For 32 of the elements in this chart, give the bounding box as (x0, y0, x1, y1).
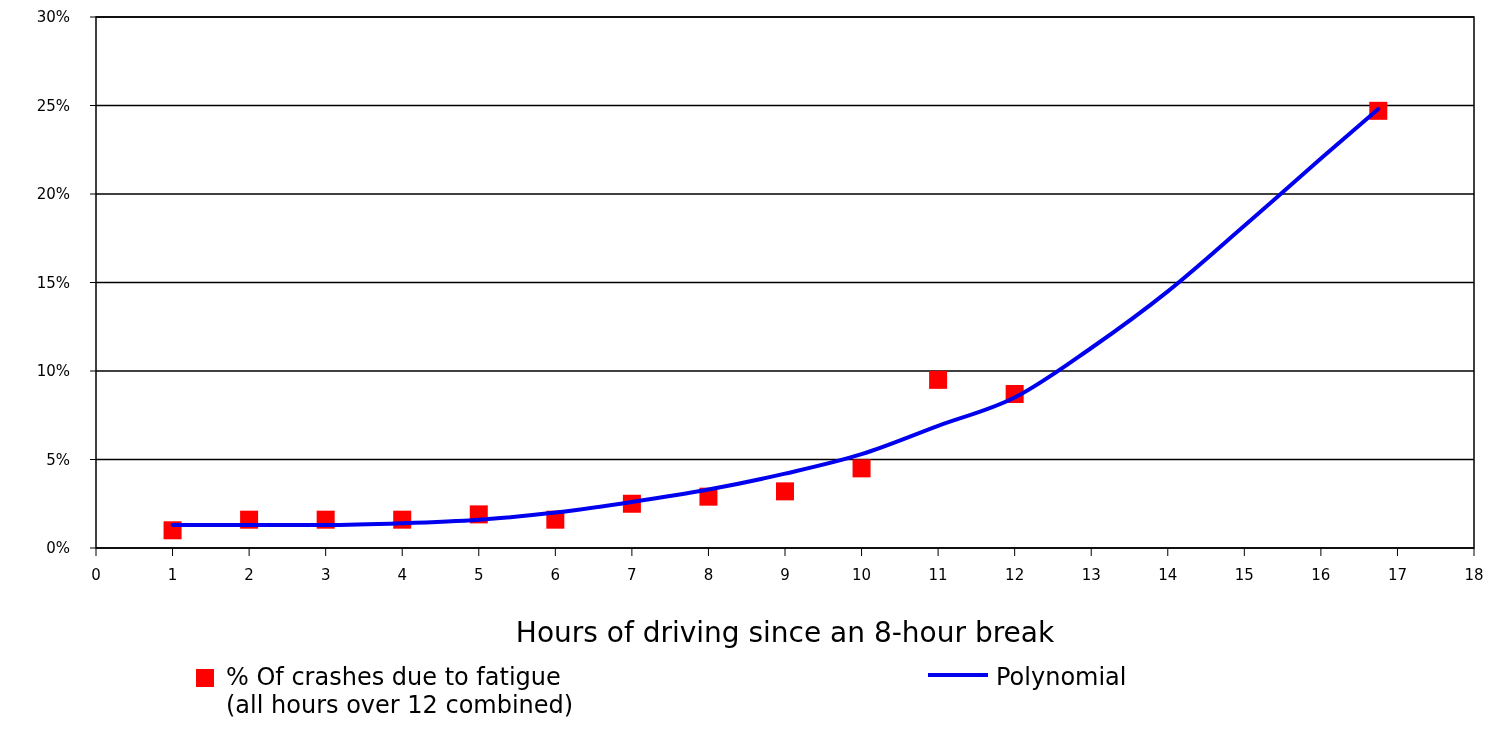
x-tick-label: 13 (1081, 566, 1101, 584)
point (776, 482, 794, 501)
x-tick-label: 3 (320, 566, 331, 584)
x-tick-label: 12 (1005, 566, 1025, 584)
x-tick-label: 10 (852, 566, 872, 584)
x-tick-label: 6 (550, 566, 561, 584)
y-tick-label: 15% (36, 273, 70, 292)
legend-label: Polynomial (996, 663, 1127, 691)
x-tick-label: 7 (627, 566, 637, 584)
y-tick-label: 5% (46, 450, 70, 469)
y-tick-label: 0% (46, 539, 70, 557)
x-tick-label: 18 (1464, 566, 1484, 584)
y-tick-label: 20% (36, 185, 70, 203)
point (852, 459, 871, 478)
x-tick-label: 0 (91, 566, 101, 584)
x-tick-label: 1 (167, 566, 178, 584)
y-tick-label: 25% (36, 96, 70, 115)
x-tick-label: 17 (1387, 566, 1407, 584)
x-tick-label: 16 (1311, 566, 1331, 584)
x-tick-label: 2 (244, 566, 254, 584)
x-tick-label: 9 (780, 566, 790, 584)
x-tick-label: 8 (703, 566, 714, 584)
x-tick-label: 14 (1158, 566, 1178, 584)
y-tick-label: 30% (36, 8, 70, 26)
x-tick-label: 5 (474, 566, 484, 584)
y-tick-label: 10% (36, 362, 70, 380)
x-tick-label: 15 (1234, 566, 1254, 584)
x-tick-label: 11 (928, 566, 948, 584)
x-axis-title: Hours of driving since an 8-hour break (515, 616, 1055, 649)
point (929, 370, 948, 389)
legend-label: % Of crashes due to fatigue (all hours over 12 combined) (226, 663, 574, 719)
x-tick-label: 4 (397, 566, 407, 584)
